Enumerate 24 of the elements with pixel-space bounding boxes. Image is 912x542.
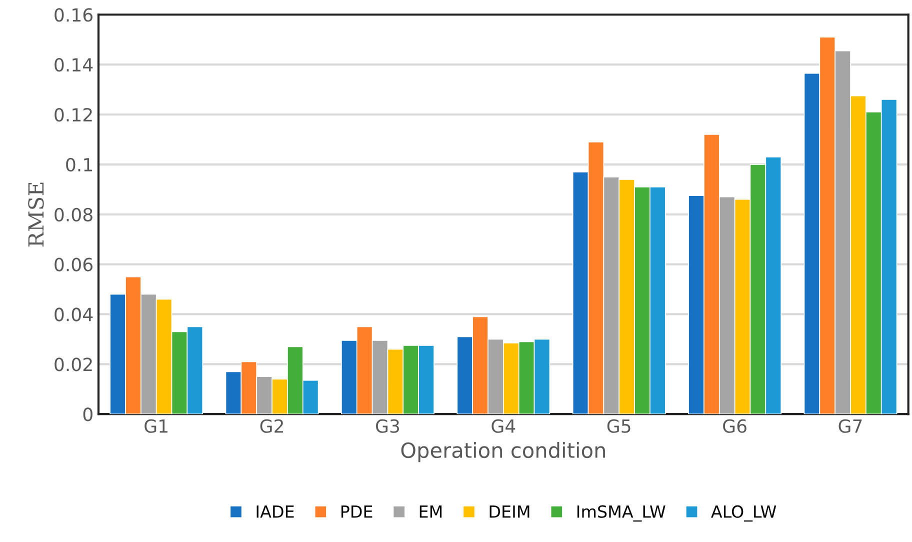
legend-label: DEIM <box>490 505 530 518</box>
y-tick-label: 0 <box>83 408 92 422</box>
y-tick-label: 0.08 <box>54 208 92 222</box>
y-tick-label: 0.16 <box>54 8 92 22</box>
y-tick-label: 0.1 <box>66 158 92 172</box>
y-tick-label: 0.12 <box>54 108 92 122</box>
x-tick-label: G1 <box>144 419 168 433</box>
y-tick-label: 0.02 <box>54 358 92 372</box>
legend-label: EM <box>420 505 442 518</box>
y-tick-label: 0.04 <box>54 308 93 322</box>
legend-label: ALO_LW <box>711 505 776 522</box>
x-tick-label: G3 <box>376 419 400 433</box>
x-tick-label: G7 <box>838 419 862 433</box>
y-tick-label: 0.06 <box>54 258 92 272</box>
x-tick-label: G4 <box>492 419 516 433</box>
legend-label: ImSMA_LW <box>577 505 666 522</box>
y-axis-title: RMSE <box>28 182 44 246</box>
y-tick-label: 0.14 <box>54 58 93 72</box>
x-tick-label: G2 <box>260 419 283 433</box>
legend-label: PDE <box>341 505 372 518</box>
x-axis-title: Operation condition <box>401 442 605 462</box>
legend-label: IADE <box>256 505 294 518</box>
x-tick-label: G5 <box>607 419 630 433</box>
x-tick-label: G6 <box>723 419 746 433</box>
